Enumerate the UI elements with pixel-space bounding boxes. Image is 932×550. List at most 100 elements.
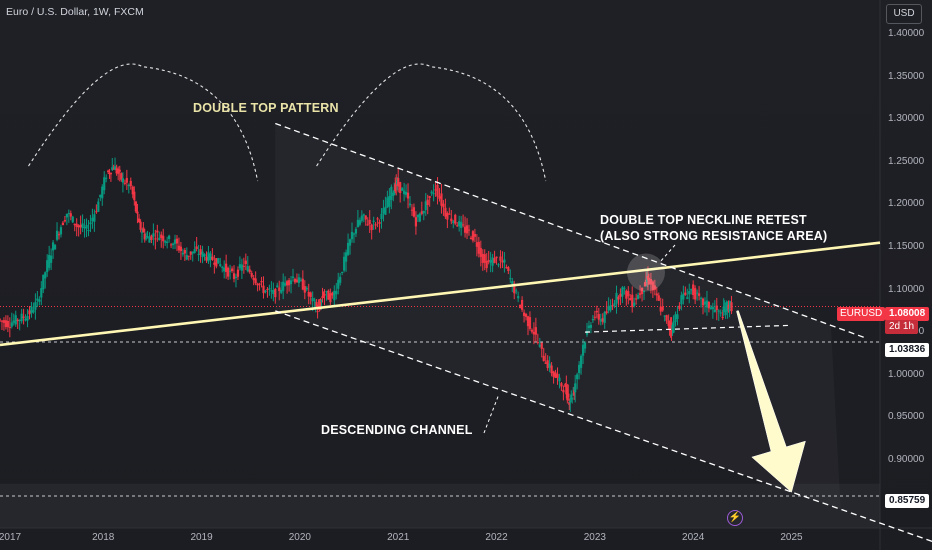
candle-body [360,215,363,221]
currency-button[interactable]: USD [886,4,922,24]
candle-body [723,308,726,311]
candle-body [260,280,263,283]
candle-body [152,233,155,237]
candle-body [631,294,634,308]
candle-body [546,360,549,369]
candle-body [139,221,142,230]
candle-body [77,225,80,228]
candle-body [26,315,29,321]
candle-body [158,237,161,240]
candle-body [93,214,96,222]
candle-body [589,324,593,328]
target-arrow [736,310,806,493]
candle-body [18,320,21,322]
level-tag-2: 0.85759 [885,494,930,508]
countdown-tag: 2d 1h [885,320,919,334]
candle-body [36,298,39,301]
candle-body [378,222,381,224]
candle-body [617,296,620,300]
candle-body [143,233,146,240]
candle-body [438,196,441,199]
lower-band [0,483,880,528]
candle-body [688,290,691,295]
candle-body [651,281,654,291]
candle-body [591,318,594,321]
candle-body [10,322,13,327]
candle-body [236,269,240,277]
candle-body [113,166,117,170]
candle-body [384,206,387,215]
candle-body [303,286,306,293]
candle-body [356,219,359,228]
candle-body [715,305,718,311]
candle-body [629,298,632,301]
candle-body [335,290,338,295]
y-tick-label: 1.25000 [888,155,925,167]
candle-body [458,221,461,227]
candle-body [166,241,169,243]
candle-body [46,260,49,273]
candle-body [286,281,289,286]
candle-body [105,177,108,179]
candle-body [416,214,419,218]
candle-body [75,223,78,227]
candle-body [471,231,475,241]
candle-body [24,318,27,321]
candle-body [358,220,361,225]
retest-highlight [626,253,665,292]
candle-body [12,320,15,323]
candle-body [322,295,325,297]
candle-body [665,315,668,321]
candle-body [697,293,701,296]
y-tick-label: 1.15000 [888,240,925,252]
candle-body [295,279,299,283]
candle-body [154,238,157,240]
candle-body [44,272,47,279]
candle-body [164,241,167,243]
candle-body [350,231,354,240]
candle-body [521,299,524,310]
double-top-arc [316,63,547,182]
candle-body [53,244,57,250]
candle-body [51,242,55,251]
candle-body [576,374,579,380]
candle-body [613,303,616,306]
candle-body [291,276,295,278]
candle-body [264,290,267,293]
neckline-label-line1: DOUBLE TOP NECKLINE RETEST [600,213,807,227]
candle-body [661,306,664,311]
candle-body [625,290,628,299]
candle-body [252,277,255,281]
candle-body [228,270,232,272]
candle-body [203,254,206,257]
candle-body [672,321,675,333]
candle-body [434,189,437,191]
candle-body [333,290,336,301]
candle-body [175,238,179,244]
candle-body [59,227,63,235]
candle-body [2,320,6,323]
candle-body [450,218,453,222]
candle-body [179,246,183,252]
chart-title: Euro / U.S. Dollar, 1W, FXCM [6,6,144,18]
candle-body [205,256,208,261]
candle-body [183,250,186,254]
candle-body [399,182,402,193]
candle-body [65,213,68,218]
candle-body [287,280,291,286]
candle-body [550,365,553,374]
candle-body [69,213,72,217]
candle-body [341,271,344,273]
candle-body [14,315,17,325]
candle-body [440,193,443,206]
candle-body [0,319,2,321]
candle-body [642,291,646,293]
lightning-icon[interactable]: ⚡ [727,510,743,526]
candle-body [406,192,410,199]
candle-body [515,290,518,292]
candle-body [684,292,687,295]
candle-body [615,292,618,304]
candle-body [145,238,148,240]
